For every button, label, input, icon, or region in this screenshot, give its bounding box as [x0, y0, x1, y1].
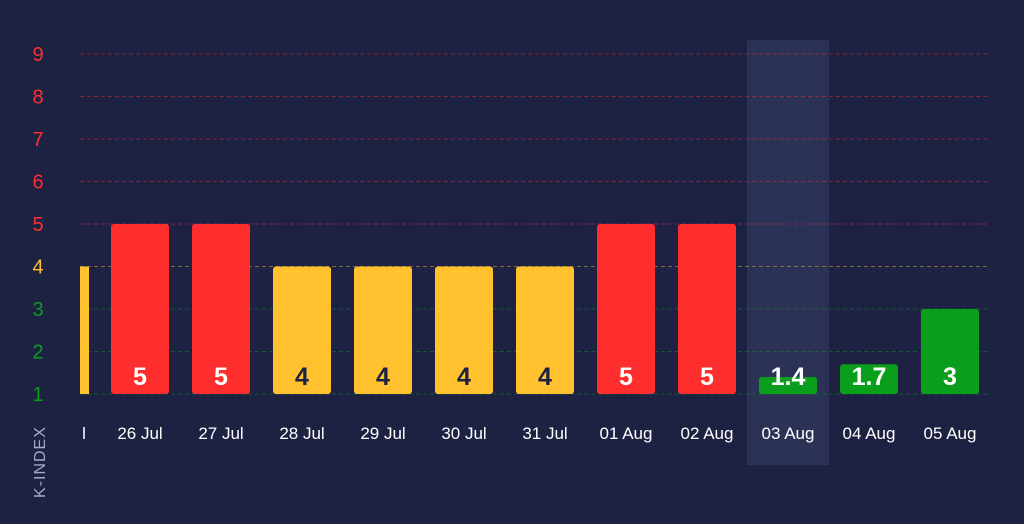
x-axis-ticks: l 26 Jul 27 Jul 28 Jul 29 Jul 30 Jul 31 Jul 01 …	[82, 424, 976, 443]
y-tick-label: 6	[32, 172, 43, 194]
y-tick-label: 9	[32, 44, 43, 66]
bar	[354, 266, 412, 394]
bar	[921, 309, 979, 394]
x-tick-label: 30 Jul	[441, 424, 486, 443]
x-tick-label: 05 Aug	[924, 424, 977, 443]
bar	[678, 224, 736, 394]
bar-value-label: 1.4	[771, 363, 806, 391]
y-tick-label: 5	[32, 214, 43, 236]
y-axis-label: K-INDEX	[32, 426, 49, 498]
bar	[435, 266, 493, 394]
x-tick-label: 28 Jul	[279, 424, 324, 443]
y-tick-label: 7	[32, 129, 43, 151]
x-tick-label: 27 Jul	[198, 424, 243, 443]
bars: 5 5 4 4 4 4 5 5 1.4 1.7 3	[80, 224, 979, 394]
x-tick-label: 04 Aug	[843, 424, 896, 443]
y-tick-label: 4	[32, 257, 43, 279]
bar-value-label: 5	[700, 363, 714, 391]
bar-value-label: 4	[295, 363, 309, 391]
y-tick-label: 8	[32, 87, 43, 109]
bar-value-label: 4	[376, 363, 390, 391]
x-tick-label: 03 Aug	[762, 424, 815, 443]
bar-value-label: 5	[133, 363, 147, 391]
bar	[516, 266, 574, 394]
x-tick-label: 29 Jul	[360, 424, 405, 443]
y-tick-label: 3	[32, 299, 43, 321]
bar	[273, 266, 331, 394]
bar-value-label: 3	[943, 363, 957, 391]
bar-value-label: 4	[538, 363, 552, 391]
bar	[192, 224, 250, 394]
highlight-column	[747, 40, 829, 465]
bar	[597, 224, 655, 394]
y-axis-ticks: 1 2 3 4 5 6 7 8 9	[32, 44, 43, 406]
x-tick-label: 01 Aug	[600, 424, 653, 443]
y-tick-label: 2	[32, 342, 43, 364]
x-tick-label: 02 Aug	[681, 424, 734, 443]
bar-value-label: 5	[214, 363, 228, 391]
y-tick-label: 1	[32, 384, 43, 406]
x-tick-label: 26 Jul	[117, 424, 162, 443]
bar	[840, 364, 898, 394]
x-tick-label-partial: l	[82, 424, 86, 443]
bar-value-label: 1.7	[852, 363, 887, 391]
highlight-layer	[747, 40, 829, 465]
bar-partial	[80, 266, 89, 394]
bar-value-label: 4	[457, 363, 471, 391]
bar	[111, 224, 169, 394]
x-tick-label: 31 Jul	[522, 424, 567, 443]
bar	[759, 377, 817, 394]
bar-value-label: 5	[619, 363, 633, 391]
